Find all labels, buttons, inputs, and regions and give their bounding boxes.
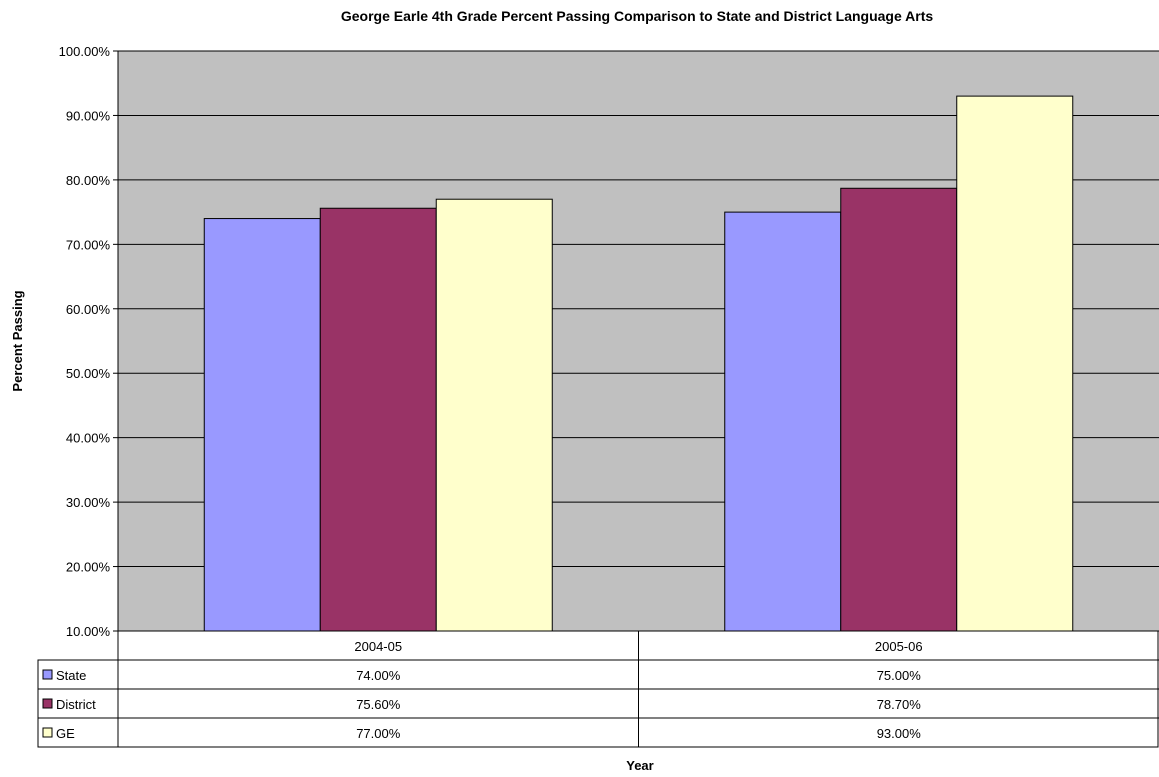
legend-swatch-state bbox=[42, 669, 53, 680]
y-tick-label: 20.00% bbox=[66, 560, 111, 575]
chart-title: George Earle 4th Grade Percent Passing C… bbox=[341, 8, 934, 24]
category-label: 2004-05 bbox=[354, 639, 402, 654]
y-axis-label: Percent Passing bbox=[10, 290, 25, 391]
data-label: 74.00% bbox=[356, 668, 401, 683]
data-label: 93.00% bbox=[877, 726, 922, 741]
data-label: 78.70% bbox=[877, 697, 922, 712]
y-tick-label: 50.00% bbox=[66, 366, 111, 381]
legend-label: District bbox=[56, 697, 96, 712]
y-tick-label: 10.00% bbox=[66, 624, 111, 639]
y-tick-label: 40.00% bbox=[66, 431, 111, 446]
legend-label: State bbox=[56, 668, 86, 683]
bar-district-2004-05 bbox=[319, 207, 437, 632]
y-tick-label: 30.00% bbox=[66, 495, 111, 510]
category-label: 2005-06 bbox=[875, 639, 923, 654]
y-tick-label: 80.00% bbox=[66, 173, 111, 188]
bar-state-2004-05 bbox=[203, 218, 321, 632]
y-tick-label: 70.00% bbox=[66, 237, 111, 252]
data-label: 77.00% bbox=[356, 726, 401, 741]
legend-label: GE bbox=[56, 726, 75, 741]
y-tick-label: 100.00% bbox=[59, 44, 111, 59]
legend-swatch-ge bbox=[42, 727, 53, 738]
bar-ge-2004-05 bbox=[435, 198, 553, 632]
bar-district-2005-06 bbox=[840, 187, 958, 632]
y-tick-label: 60.00% bbox=[66, 302, 111, 317]
bar-state-2005-06 bbox=[724, 211, 842, 632]
data-label: 75.60% bbox=[356, 697, 401, 712]
bar-ge-2005-06 bbox=[956, 95, 1074, 632]
table-body bbox=[37, 659, 1159, 748]
data-label: 75.00% bbox=[877, 668, 922, 683]
x-axis-label: Year bbox=[626, 758, 653, 773]
y-tick-label: 90.00% bbox=[66, 108, 111, 123]
legend-swatch-district bbox=[42, 698, 53, 709]
